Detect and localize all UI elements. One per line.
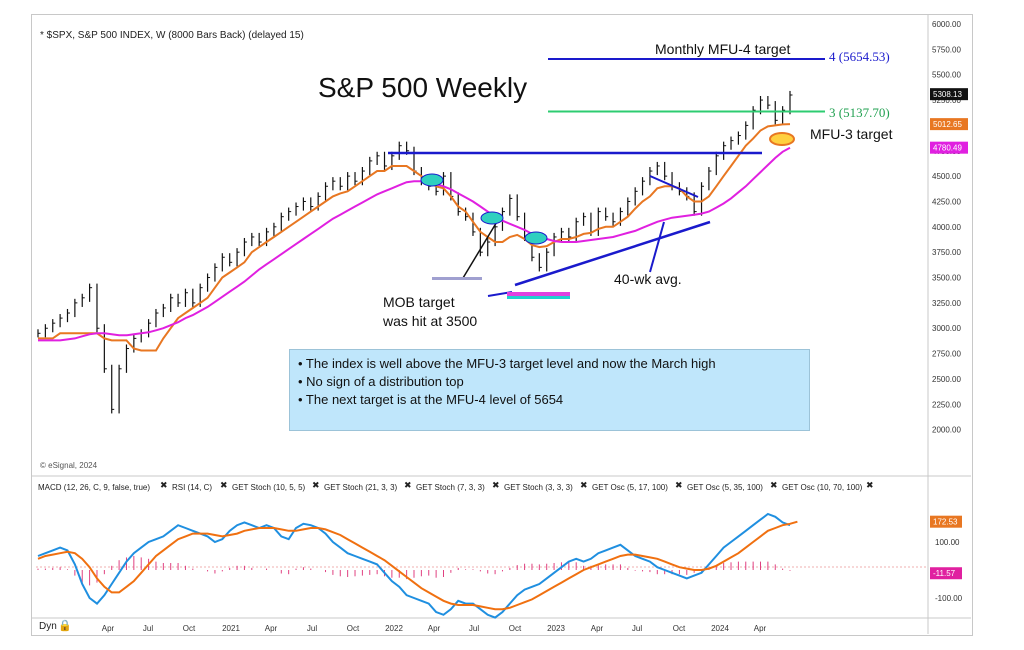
- mfu-marker: [480, 211, 504, 225]
- callout-box: • The index is well above the MFU-3 targ…: [289, 349, 810, 431]
- macd-tick-label: -100.00: [935, 594, 963, 603]
- time-tick-label: 2021: [222, 624, 240, 633]
- mfu-marker: [420, 173, 444, 187]
- macd-tag-label: 172.53: [933, 518, 958, 527]
- price-tick-label: 6000.00: [932, 20, 961, 29]
- close-icon[interactable]: ✖: [675, 480, 683, 490]
- macd-tag-label: -11.57: [933, 569, 956, 578]
- avg-fast-line: [38, 123, 791, 352]
- channel-trendline: [649, 175, 699, 198]
- mfu3-level-label: 3 (5137.70): [829, 105, 890, 120]
- low-zone-marker: [432, 277, 482, 280]
- tab-osc-10-70[interactable]: GET Osc (10, 70, 100): [782, 483, 863, 492]
- callout-bullet: • The index is well above the MFU-3 targ…: [298, 356, 716, 371]
- time-tick-label: 2022: [385, 624, 403, 633]
- mfu3-target-label: MFU-3 target: [810, 126, 893, 142]
- callout-bullet: • No sign of a distribution top: [298, 374, 464, 389]
- time-tick-label: Apr: [428, 624, 441, 633]
- time-tick-label: Jul: [307, 624, 317, 633]
- price-tick-label: 2500.00: [932, 375, 961, 384]
- time-tick-label: Oct: [673, 624, 686, 633]
- tab-rsi[interactable]: RSI (14, C): [172, 483, 213, 492]
- price-tick-label: 3000.00: [932, 324, 961, 333]
- mob-target-zone-cyan: [507, 296, 570, 299]
- price-tick-label: 4500.00: [932, 172, 961, 181]
- mfu4-level-label: 4 (5654.53): [829, 49, 890, 64]
- chart-window: [31, 14, 973, 636]
- time-tick-label: Apr: [102, 624, 115, 633]
- price-tick-label: 5500.00: [932, 71, 961, 80]
- esignal-credit: © eSignal, 2024: [40, 461, 98, 470]
- callout-bullet: • The next target is at the MFU-4 level …: [298, 392, 564, 407]
- time-tick-label: Oct: [509, 624, 522, 633]
- mob-arrow-line: [462, 219, 499, 279]
- macd-tag: [930, 515, 962, 528]
- avg-40wk-line: [38, 146, 791, 342]
- mob-target-zone: [507, 292, 570, 298]
- tab-stoch-3[interactable]: GET Stoch (3, 3, 3): [504, 483, 573, 492]
- signal-line: [37, 520, 798, 611]
- time-tick-label: Jul: [143, 624, 153, 633]
- close-icon[interactable]: ✖: [866, 480, 874, 490]
- avg-arrow: [649, 221, 665, 273]
- price-tick-label: 4000.00: [932, 223, 961, 232]
- price-tick-label: 3250.00: [932, 299, 961, 308]
- price-tag: [930, 118, 968, 131]
- price-tag-label: 5308.13: [933, 90, 962, 99]
- time-tick-label: Oct: [347, 624, 360, 633]
- mob-target-label: MOB target: [383, 294, 455, 310]
- tab-macd[interactable]: MACD (12, 26, C, 9, false, true): [38, 483, 151, 492]
- price-tick-label: 5250.00: [932, 96, 961, 105]
- mfu3-target-marker: [769, 132, 795, 146]
- macd-line: [37, 512, 791, 619]
- price-tick-label: 5750.00: [932, 45, 961, 54]
- macd-tick-label: 100.00: [935, 538, 960, 547]
- price-tag: [930, 88, 968, 101]
- price-tick-label: 3750.00: [932, 248, 961, 257]
- macd-tag: [930, 567, 962, 580]
- tab-stoch-7[interactable]: GET Stoch (7, 3, 3): [416, 483, 485, 492]
- time-tick-label: Apr: [591, 624, 604, 633]
- dyn-label[interactable]: Dyn: [39, 621, 57, 632]
- close-icon[interactable]: ✖: [160, 480, 168, 490]
- price-tick-label: 2000.00: [932, 426, 961, 435]
- tab-stoch-21[interactable]: GET Stoch (21, 3, 3): [324, 483, 398, 492]
- tab-osc-5-17[interactable]: GET Osc (5, 17, 100): [592, 483, 668, 492]
- mfu-marker: [524, 231, 548, 245]
- close-icon[interactable]: ✖: [312, 480, 320, 490]
- close-icon[interactable]: ✖: [492, 480, 500, 490]
- price-tag-label: 5012.65: [933, 120, 962, 129]
- time-tick-label: Jul: [632, 624, 642, 633]
- tab-stoch-10[interactable]: GET Stoch (10, 5, 5): [232, 483, 306, 492]
- price-tick-label: 2250.00: [932, 400, 961, 409]
- time-tick-label: Apr: [265, 624, 278, 633]
- close-icon[interactable]: ✖: [404, 480, 412, 490]
- price-tick-label: 2750.00: [932, 350, 961, 359]
- avg-40wk-label: 40-wk avg.: [614, 271, 682, 287]
- tab-osc-5-35[interactable]: GET Osc (5, 35, 100): [687, 483, 763, 492]
- close-icon[interactable]: ✖: [770, 480, 778, 490]
- monthly-mfu4-label: Monthly MFU-4 target: [655, 41, 791, 57]
- price-tag-label: 4780.49: [933, 144, 962, 153]
- price-tick-label: 3500.00: [932, 274, 961, 283]
- support-trendline: [514, 220, 711, 287]
- time-tick-label: Oct: [183, 624, 196, 633]
- price-tick-label: 4250.00: [932, 197, 961, 206]
- lock-icon[interactable]: 🔒: [58, 620, 72, 632]
- close-icon[interactable]: ✖: [220, 480, 228, 490]
- chart-title: S&P 500 Weekly: [318, 72, 528, 103]
- close-icon[interactable]: ✖: [580, 480, 588, 490]
- time-tick-label: 2023: [547, 624, 565, 633]
- mob-target-label-2: was hit at 3500: [383, 313, 478, 329]
- time-tick-label: Apr: [754, 624, 767, 633]
- price-tag: [930, 141, 968, 154]
- symbol-header: * $SPX, S&P 500 INDEX, W (8000 Bars Back…: [40, 30, 304, 41]
- time-tick-label: 2024: [711, 624, 729, 633]
- time-tick-label: Jul: [469, 624, 479, 633]
